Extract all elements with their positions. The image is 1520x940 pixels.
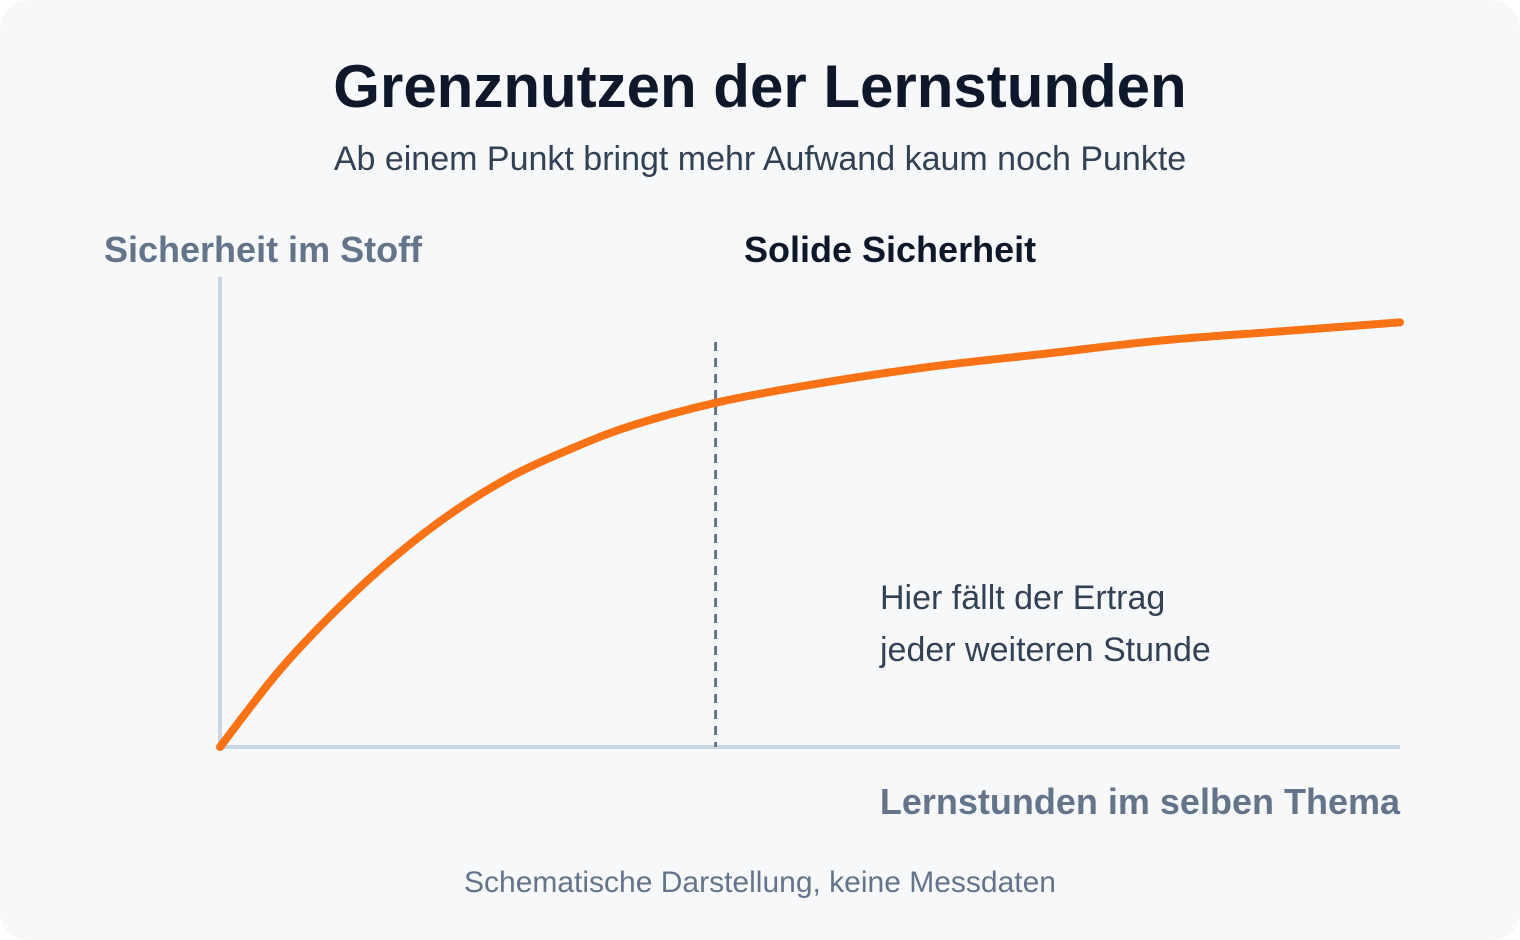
footnote: Schematische Darstellung, keine Messdate…	[464, 866, 1056, 899]
marker-label: Solide Sicherheit	[744, 229, 1037, 270]
series-line	[216, 318, 1404, 751]
annotation-line-1: Hier fällt der Ertrag	[880, 579, 1166, 617]
annotation: Hier fällt der Ertrag jeder weiteren Stu…	[880, 572, 1211, 676]
chart-subtitle: Ab einem Punkt bringt mehr Aufwand kaum …	[333, 140, 1187, 178]
x-axis-label: Lernstunden im selben Thema	[879, 781, 1400, 822]
y-axis-label: Sicherheit im Stoff	[104, 229, 423, 270]
annotation-line-2: jeder weiteren Stunde	[880, 631, 1211, 669]
chart-title: Grenznutzen der Lernstunden	[333, 53, 1187, 120]
